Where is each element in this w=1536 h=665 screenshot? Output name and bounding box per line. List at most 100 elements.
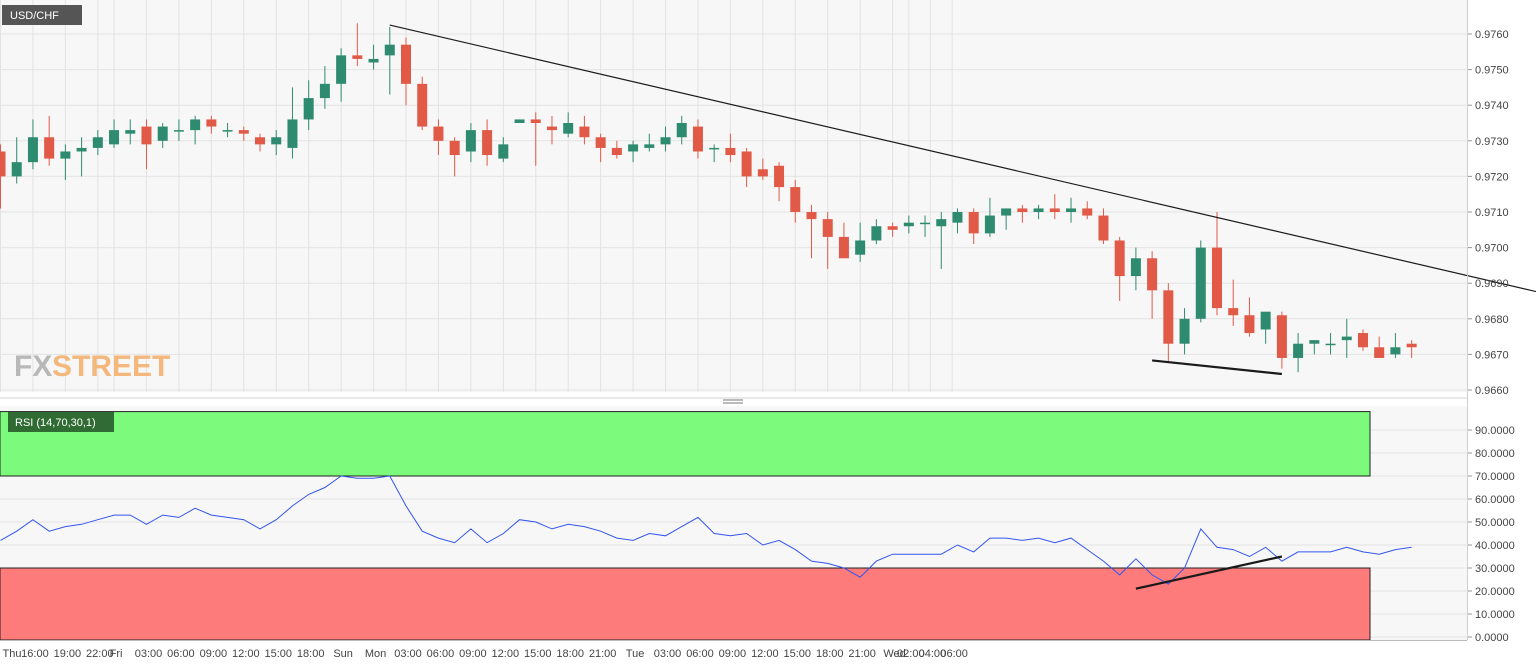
candle: [514, 119, 525, 123]
fxstreet-watermark: FX: [14, 350, 52, 383]
candle-body: [352, 55, 363, 59]
candle: [1179, 308, 1190, 355]
candle: [303, 80, 314, 131]
candle-body: [1033, 208, 1044, 212]
candle: [1017, 204, 1028, 223]
candle: [1260, 311, 1271, 344]
candle: [644, 133, 655, 152]
candle: [255, 133, 266, 152]
candle-body: [1341, 336, 1352, 341]
overbought-zone: [0, 411, 1371, 477]
candle-body: [1017, 208, 1028, 212]
rsi-axis: 90.0000 80.0000 70.0000 60.0000 50.0000 40.00…: [1467, 425, 1515, 644]
rsi-line: [0, 475, 1412, 585]
candle: [936, 212, 947, 269]
candle: [125, 119, 136, 145]
candle: [336, 48, 347, 102]
symbol-label: USD/CHF: [10, 10, 59, 22]
rsi-tick-label: 80.0000: [1475, 448, 1515, 460]
candle: [271, 130, 282, 156]
time-tick-label: 12:00: [232, 648, 260, 660]
candle: [887, 222, 898, 237]
candle: [757, 158, 768, 180]
candle: [238, 126, 249, 141]
candle-body: [92, 137, 103, 148]
time-tick-label: 15:00: [264, 648, 292, 660]
candle-body: [1309, 340, 1320, 344]
time-tick-label: 15:00: [784, 648, 812, 660]
candle-body: [676, 123, 687, 138]
price-tick-label: 0.9660: [1475, 385, 1509, 397]
candle-body: [1228, 308, 1239, 316]
candle-body: [968, 212, 979, 234]
candle-body: [936, 219, 947, 227]
candle-body: [628, 144, 639, 152]
candle-body: [417, 83, 428, 127]
time-tick-label: 06:00: [940, 648, 968, 660]
panel-resize-handle[interactable]: [723, 399, 743, 404]
rsi-label: RSI (14,70,30,1): [15, 417, 96, 429]
candle-body: [368, 58, 379, 63]
time-tick-label: 16:00: [21, 648, 49, 660]
candle-body: [465, 130, 476, 152]
candle-body: [384, 44, 395, 56]
candle: [433, 119, 444, 156]
candle: [60, 144, 71, 180]
candle-body: [401, 44, 411, 84]
candle: [1341, 318, 1352, 358]
candle-body: [319, 83, 330, 99]
candle-body: [838, 236, 849, 259]
candle: [1098, 208, 1109, 245]
candle: [384, 26, 395, 95]
price-panel-background: [0, 0, 1467, 392]
candle: [579, 115, 590, 145]
candle: [449, 137, 460, 177]
candle-body: [1066, 208, 1077, 212]
candle: [611, 140, 622, 159]
rsi-higher-low-trendline: [1135, 555, 1283, 590]
lower-low-trendline: [1152, 359, 1282, 376]
candle-body: [125, 130, 136, 134]
candle-body: [1212, 247, 1222, 309]
candle-body: [1179, 318, 1190, 344]
candle: [1033, 204, 1044, 220]
time-tick-label: Tue: [626, 648, 645, 660]
candle: [44, 115, 55, 166]
candle-body: [157, 126, 168, 141]
time-tick-label: 09:00: [200, 648, 228, 660]
time-tick-label: 04:00: [919, 648, 947, 660]
candle: [595, 133, 606, 163]
rsi-tick-label: 20.0000: [1475, 586, 1515, 598]
candle: [401, 37, 411, 106]
candle: [1147, 251, 1158, 319]
time-tick-label: Mon: [365, 648, 386, 660]
candle-body: [238, 130, 249, 134]
price-tick-label: 0.9670: [1475, 349, 1509, 361]
candle-body: [336, 55, 347, 84]
candle: [465, 123, 476, 163]
candle-body: [1114, 240, 1125, 277]
candle-body: [611, 147, 622, 156]
candle-body: [449, 140, 460, 156]
candle: [660, 126, 671, 152]
candle-body: [1195, 247, 1206, 319]
candle-body: [271, 137, 282, 145]
candle: [92, 130, 103, 156]
candle-body: [546, 126, 557, 131]
price-tick-label: 0.9690: [1475, 278, 1509, 290]
candle-body: [1374, 347, 1385, 358]
candle: [1325, 333, 1336, 355]
candle-body: [287, 119, 298, 148]
candle: [822, 212, 833, 269]
candle-body: [303, 98, 314, 120]
candle: [855, 222, 866, 262]
candle: [1212, 212, 1222, 316]
candle: [1309, 340, 1320, 355]
candle: [968, 208, 979, 245]
candle: [206, 115, 217, 134]
time-tick-label: 09:00: [719, 648, 747, 660]
time-tick-label: 02:00: [897, 648, 925, 660]
candle: [628, 140, 639, 163]
candle: [1130, 247, 1141, 291]
